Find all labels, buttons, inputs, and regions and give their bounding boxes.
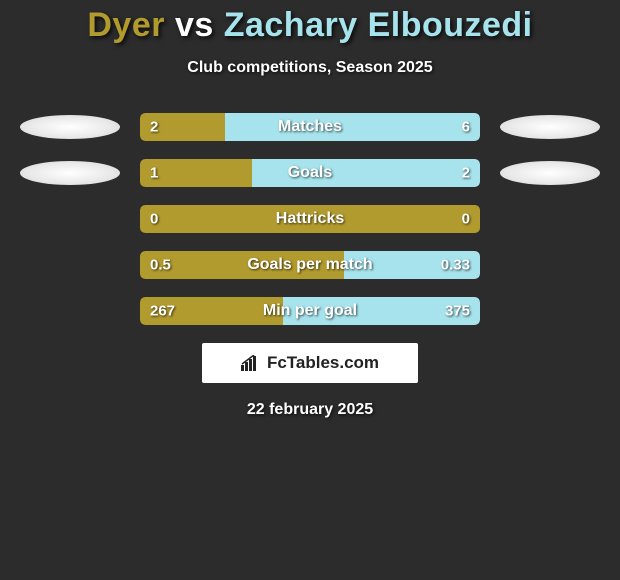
attribution-badge: FcTables.com: [202, 343, 418, 383]
bar-segment-right: [252, 159, 480, 187]
player2-name: Zachary Elbouzedi: [224, 6, 533, 44]
stat-bar: 1 2 Goals: [140, 159, 480, 187]
stat-bar: 0.5 0.33 Goals per match: [140, 251, 480, 279]
team-badge-left: [20, 115, 120, 139]
date-text: 22 february 2025: [0, 401, 620, 419]
stat-label: Matches: [278, 118, 342, 136]
stat-label: Goals per match: [247, 256, 372, 274]
stat-value-left: 0.5: [150, 257, 171, 274]
chart-icon: [241, 355, 261, 371]
comparison-title: Dyer vs Zachary Elbouzedi: [0, 6, 620, 45]
stat-value-right: 375: [445, 303, 470, 320]
stat-value-right: 2: [462, 165, 470, 182]
stat-bar: 267 375 Min per goal: [140, 297, 480, 325]
stat-label: Min per goal: [263, 302, 357, 320]
stat-value-right: 0: [462, 211, 470, 228]
vs-text: vs: [175, 6, 214, 44]
stat-bar: 0 0 Hattricks: [140, 205, 480, 233]
team-badge-right: [500, 161, 600, 185]
stat-row: 267 375 Min per goal: [0, 297, 620, 325]
attribution-text: FcTables.com: [267, 353, 379, 373]
stat-value-left: 267: [150, 303, 175, 320]
team-badge-left: [20, 207, 120, 231]
team-badge-left: [20, 299, 120, 323]
stat-row: 0 0 Hattricks: [0, 205, 620, 233]
team-badge-right: [500, 253, 600, 277]
stat-row: 2 6 Matches: [0, 113, 620, 141]
stat-value-left: 0: [150, 211, 158, 228]
player1-name: Dyer: [87, 6, 165, 44]
team-badge-left: [20, 253, 120, 277]
stat-value-right: 0.33: [441, 257, 470, 274]
stat-label: Hattricks: [276, 210, 344, 228]
stat-value-left: 2: [150, 119, 158, 136]
stat-row: 0.5 0.33 Goals per match: [0, 251, 620, 279]
stat-row: 1 2 Goals: [0, 159, 620, 187]
stat-label: Goals: [288, 164, 332, 182]
stat-value-left: 1: [150, 165, 158, 182]
stat-value-right: 6: [462, 119, 470, 136]
team-badge-right: [500, 115, 600, 139]
stat-bar: 2 6 Matches: [140, 113, 480, 141]
team-badge-right: [500, 207, 600, 231]
team-badge-left: [20, 161, 120, 185]
team-badge-right: [500, 299, 600, 323]
bar-segment-right: [225, 113, 480, 141]
subtitle: Club competitions, Season 2025: [0, 59, 620, 77]
stat-rows: 2 6 Matches 1 2 Goals 0 0 Hattricks 0.5 0.33 Goals …: [0, 113, 620, 325]
